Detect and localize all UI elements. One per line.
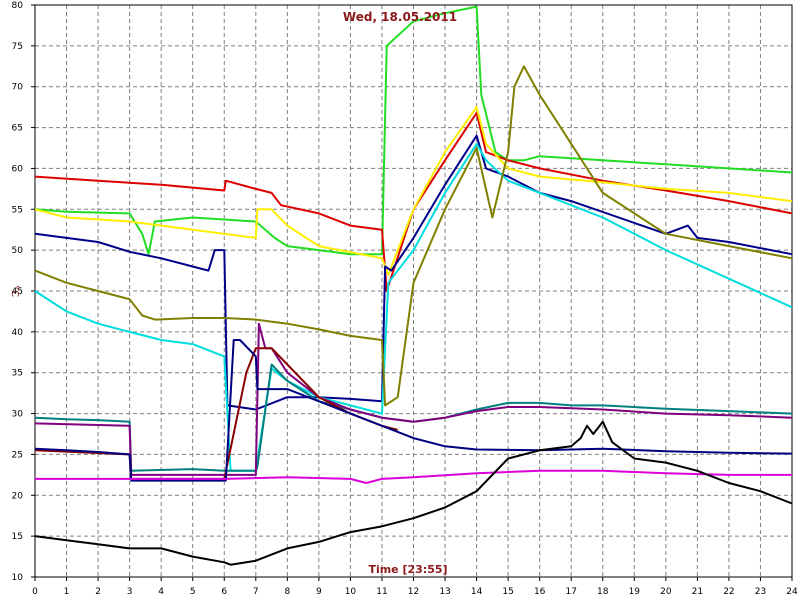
x-tick-label-21: 21 (692, 587, 703, 597)
x-tick-label-5: 5 (190, 587, 196, 597)
series-line-0 (34, 5, 793, 256)
x-tick-label-8: 8 (284, 587, 290, 597)
x-tick-label-9: 9 (316, 587, 322, 597)
series-line-5 (34, 65, 793, 407)
series-lines (34, 5, 793, 566)
y-tick-labels: 10 15 20 25 30 35 40 45 50 55 60 65 70 75 80 (12, 1, 35, 583)
x-tick-label-3: 3 (127, 587, 133, 597)
y-tick-label-14: 80 (12, 1, 24, 11)
y-tick-label-9: 55 (12, 205, 23, 215)
chart-title: Wed, 18.05.2011 (343, 10, 457, 24)
x-tick-label-2: 2 (95, 587, 101, 597)
x-tick-label-4: 4 (158, 587, 164, 597)
y-tick-label-7: 45 (12, 287, 23, 297)
y-axis-label: °C (9, 285, 20, 297)
x-tick-label-20: 20 (660, 587, 672, 597)
x-tick-label-7: 7 (253, 587, 259, 597)
y-tick-label-12: 70 (12, 83, 24, 93)
x-tick-label-18: 18 (597, 587, 609, 597)
x-tick-label-10: 10 (345, 587, 357, 597)
y-tick-label-8: 50 (12, 246, 24, 256)
x-tick-label-22: 22 (723, 587, 734, 597)
y-tick-label-3: 25 (12, 450, 23, 460)
y-tick-label-6: 40 (12, 328, 24, 338)
x-tick-label-24: 24 (786, 587, 798, 597)
series-line-9 (34, 339, 793, 482)
series-line-4 (34, 142, 793, 472)
x-tick-label-12: 12 (408, 587, 419, 597)
y-tick-label-5: 35 (12, 369, 23, 379)
x-tick-label-13: 13 (439, 587, 450, 597)
x-tick-label-16: 16 (534, 587, 546, 597)
y-tick-label-4: 30 (12, 410, 24, 420)
y-tick-label-0: 10 (12, 573, 24, 583)
grid (34, 4, 793, 578)
x-tick-label-6: 6 (221, 587, 227, 597)
y-tick-label-2: 20 (12, 491, 24, 501)
series-line-10 (35, 469, 792, 484)
y-tick-label-1: 15 (12, 532, 23, 542)
x-tick-label-15: 15 (502, 587, 513, 597)
x-tick-label-19: 19 (629, 587, 641, 597)
series-line-2 (34, 106, 793, 276)
series-line-11 (34, 420, 793, 566)
x-tick-label-23: 23 (755, 587, 766, 597)
y-tick-label-11: 65 (12, 124, 23, 134)
x-tick-label-11: 11 (376, 587, 387, 597)
x-tick-label-1: 1 (64, 587, 70, 597)
series-line-3 (34, 134, 793, 411)
x-axis-label: Time [23:55] (368, 563, 447, 576)
series-line-1 (34, 111, 793, 292)
y-tick-label-13: 75 (12, 42, 23, 52)
x-tick-labels: 0 1 2 3 4 5 6 7 8 9 10 11 12 13 14 15 16 17 18 19 20 21 22 23 24 (32, 577, 798, 597)
y-tick-label-10: 60 (12, 164, 24, 174)
x-tick-label-0: 0 (32, 587, 38, 597)
x-tick-label-17: 17 (565, 587, 576, 597)
x-tick-label-14: 14 (471, 587, 483, 597)
series-line-7 (34, 322, 793, 476)
